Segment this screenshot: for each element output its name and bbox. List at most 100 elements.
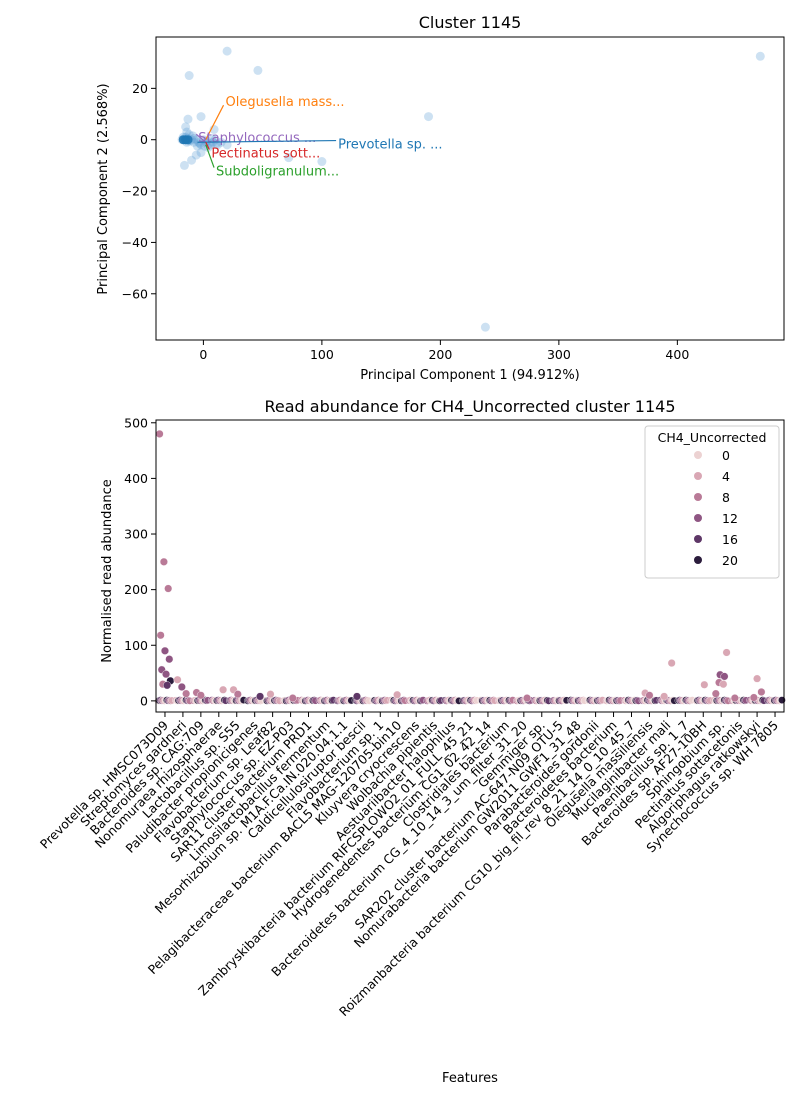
pca-x-tick-label: 200 [428, 347, 452, 362]
pca-point [183, 114, 193, 124]
pca-point [222, 46, 232, 56]
abundance-point [156, 631, 165, 640]
pca-point [191, 150, 201, 160]
abundance-y-tick-label: 400 [124, 471, 148, 486]
abundance-y-tick-label: 100 [124, 638, 148, 653]
abundance-point [749, 693, 758, 702]
pca-point [182, 127, 192, 137]
legend-marker [694, 493, 702, 501]
pca-point [195, 139, 205, 149]
pca-y-axis-label: Principal Component 2 (2.568%) [96, 83, 111, 294]
pca-annotation-label: Subdoligranulum... [216, 165, 339, 180]
abundance-point [645, 691, 654, 700]
pca-point [480, 322, 490, 332]
pca-point [179, 160, 189, 170]
abundance-point [700, 680, 709, 689]
pca-point [192, 141, 202, 151]
pca-annotation-arrow [197, 139, 337, 143]
pca-y-tick-label: 20 [132, 81, 148, 96]
pca-y-tick-label: −40 [122, 235, 148, 250]
pca-annotation-arrow [205, 142, 210, 150]
pca-y-ticks: 20 0 −20 −40 −60 [122, 81, 156, 301]
legend-marker [694, 514, 702, 522]
pca-point [755, 51, 765, 61]
pca-annotations: Olegusella mass... Staphylococcus ... Prev… [195, 95, 443, 180]
pca-highlight-point [183, 135, 193, 145]
abundance-y-tick-label: 500 [124, 415, 148, 430]
abundance-point [233, 690, 242, 699]
pca-annotation-arrow [205, 144, 215, 168]
abundance-y-tick-label: 300 [124, 527, 148, 542]
abundance-x-axis-label: Features [442, 1071, 498, 1086]
pca-point [253, 65, 263, 75]
abundance-point [196, 691, 205, 700]
abundance-point [720, 672, 729, 681]
abundance-point [719, 680, 728, 689]
pca-annotation-arrow [205, 104, 225, 140]
legend-label: 0 [722, 448, 730, 463]
pca-point [181, 122, 191, 132]
legend-label: 8 [722, 490, 730, 505]
abundance-point [393, 690, 402, 699]
abundance-point [660, 692, 669, 701]
legend-frame [644, 425, 780, 579]
pca-x-ticks: 0 100 200 300 400 [199, 340, 689, 362]
pca-annotation-label: Prevotella sp. ... [338, 138, 442, 153]
pca-point [196, 148, 206, 158]
abundance-y-tick-label: 0 [140, 693, 148, 708]
legend-marker [694, 451, 702, 459]
legend-label: 20 [722, 553, 738, 568]
abundance-point [523, 694, 532, 703]
pca-point [202, 136, 212, 146]
pca-x-tick-label: 100 [310, 347, 334, 362]
pca-point [187, 155, 197, 165]
abundance-point [164, 584, 173, 593]
pca-axes-frame [155, 36, 785, 341]
legend-marker [694, 556, 702, 564]
abundance-point [757, 687, 766, 696]
pca-annotation-label: Staphylococcus ... [198, 131, 316, 146]
pca-annotation-label: Pectinatus sott... [211, 147, 320, 162]
pca-y-tick-label: 0 [140, 132, 148, 147]
legend-marker [694, 535, 702, 543]
abundance-plot-area [154, 429, 786, 705]
abundance-point [288, 694, 297, 703]
abundance-point [159, 557, 168, 566]
abundance-point [711, 689, 720, 698]
pca-point [211, 139, 221, 149]
abundance-point [730, 694, 739, 703]
pca-x-tick-label: 400 [665, 347, 689, 362]
legend-title: CH4_Uncorrected [658, 430, 767, 445]
pca-chart: Cluster 1145 0 100 200 300 400 200−20−40−60 … [96, 13, 785, 383]
pca-x-axis-label: Principal Component 1 (94.912%) [360, 368, 580, 383]
abundance-y-ticks: 0 100 200 300 400 500 [124, 415, 156, 708]
abundance-point [155, 429, 164, 438]
pca-title: Cluster 1145 [419, 13, 522, 32]
abundance-y-tick-label: 200 [124, 582, 148, 597]
pca-point [196, 112, 206, 122]
abundance-point [163, 681, 172, 690]
pca-annotation-label: Olegusella mass... [226, 95, 345, 110]
pca-annotation-arrow [195, 133, 207, 143]
abundance-point [753, 674, 762, 683]
legend-label: 4 [722, 469, 730, 484]
abundance-point [162, 670, 171, 679]
pca-point [284, 153, 294, 163]
pca-point [207, 133, 217, 143]
abundance-point [352, 692, 361, 701]
abundance-title: Read abundance for CH4_Uncorrected clust… [264, 397, 675, 417]
pca-point [317, 157, 327, 167]
legend-marker [694, 472, 702, 480]
pca-y-tick-label: −20 [122, 184, 148, 199]
abundance-y-axis-label: Normalised read abundance [100, 479, 115, 663]
pca-y-tick-label: −60 [122, 286, 148, 301]
legend: CH4_Uncorrected 0 4 8 12 16 20 [644, 425, 780, 579]
legend-label: 12 [722, 511, 738, 526]
abundance-point [256, 692, 265, 701]
legend-items: 0 4 8 12 16 20 [694, 448, 738, 568]
abundance-point [182, 689, 191, 698]
abundance-point [722, 648, 731, 657]
abundance-point [165, 655, 174, 664]
pca-point [184, 71, 194, 81]
